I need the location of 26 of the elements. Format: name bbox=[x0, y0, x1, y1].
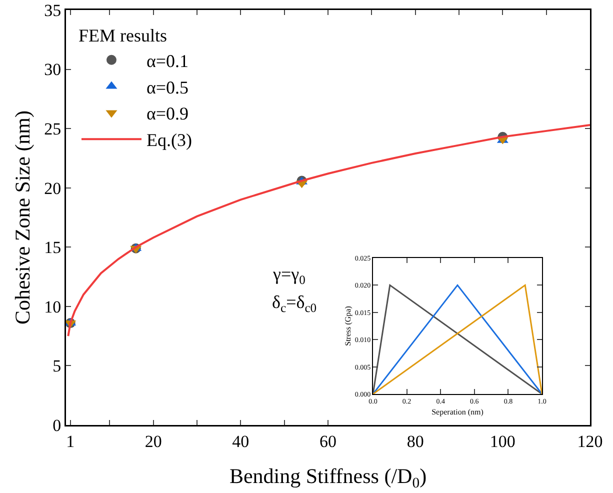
y-axis-title: Stress (Gpa) bbox=[344, 306, 353, 346]
x-tick-label: 120 bbox=[577, 432, 603, 451]
legend-label: α=0.5 bbox=[146, 77, 189, 98]
y-tick-label: 30 bbox=[44, 60, 62, 80]
y-tick-label: 15 bbox=[44, 238, 62, 258]
legend-label: α=0.1 bbox=[146, 50, 189, 71]
x-tick-label: 20 bbox=[144, 432, 162, 451]
y-tick-label: 20 bbox=[44, 178, 62, 198]
legend-label: α=0.9 bbox=[146, 104, 189, 124]
x-axis-title: Bending Stiffness (/D$_{0}$) bbox=[229, 464, 427, 492]
annotation: γ=γ$_{0}$ bbox=[272, 264, 306, 287]
x-tick-label: 40 bbox=[232, 432, 250, 451]
legend-title: FEM results bbox=[78, 26, 167, 46]
x-tick-label: 60 bbox=[320, 432, 336, 451]
x-tick-label: 100 bbox=[490, 432, 516, 451]
y-tick-label: 10 bbox=[44, 297, 62, 316]
y-tick-label: 25 bbox=[44, 120, 62, 139]
y-axis-title: Cohesive Zone Size (nm) bbox=[10, 110, 34, 325]
y-tick-label: 5 bbox=[52, 356, 62, 376]
annotation: δ$_{c}$=δ$_{c0}$ bbox=[272, 292, 317, 315]
x-axis-title: Seperation (nm) bbox=[432, 408, 484, 416]
x-tick-label: 80 bbox=[406, 432, 424, 451]
x-tick-label: 1 bbox=[66, 432, 75, 451]
y-tick-label: 0 bbox=[52, 416, 62, 435]
legend-label: Eq.(3) bbox=[146, 130, 192, 150]
y-tick-label: 35 bbox=[44, 0, 62, 20]
